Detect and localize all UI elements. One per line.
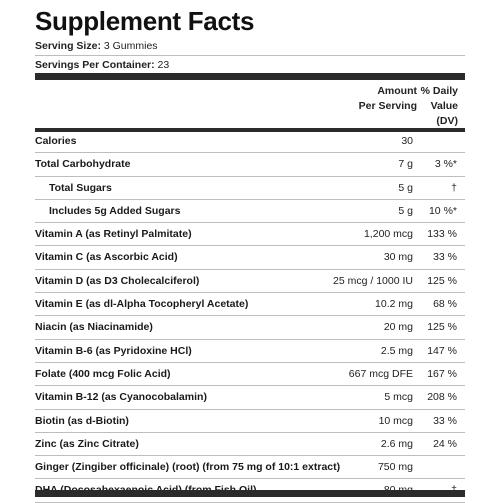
nutrient-name: Vitamin E (as dl-Alpha Tocopheryl Acetat… [35, 298, 249, 311]
nutrient-name: Niacin (as Niacinamide) [35, 321, 153, 334]
dv-header-line: (DV) [436, 115, 458, 127]
amount-header-line: Amount [377, 85, 417, 97]
nutrient-name: Includes 5g Added Sugars [49, 204, 181, 217]
nutrient-amount: 5 mcg [384, 391, 413, 404]
nutrient-daily-value: 147 % [427, 344, 457, 357]
nutrient-amount: 7 g [398, 158, 413, 171]
nutrient-amount: 750 mg [377, 461, 413, 474]
bottom-divider [35, 490, 465, 497]
nutrient-daily-value: 24 % [433, 437, 457, 450]
label-title: Supplement Facts [35, 6, 255, 36]
nutrient-daily-value: 10 %* [428, 204, 457, 217]
nutrient-name: Ginger (Zingiber officinale) (root) (fro… [35, 461, 341, 474]
nutrient-amount: 10 mcg [378, 414, 413, 427]
nutrient-amount: 2.5 mg [380, 344, 413, 357]
amount-per-serving-header: Amount Per Serving [359, 84, 417, 114]
nutrient-row: Vitamin B-12 (as Cyanocobalamin) 5 mcg 208… [35, 386, 465, 410]
nutrient-row: Zinc (as Zinc Citrate) 2.6 mg 24 % [35, 433, 465, 457]
nutrient-amount: 20 mg [383, 321, 413, 334]
nutrient-daily-value: 167 % [427, 367, 457, 380]
serving-size-label: Serving Size: [35, 40, 101, 52]
serving-size-value: 3 Gummies [103, 40, 158, 52]
serving-size: Serving Size: 3 Gummies [35, 40, 158, 52]
nutrient-amount: 667 mcg DFE [348, 367, 413, 380]
nutrient-daily-value: † [451, 181, 457, 194]
nutrient-row: Niacin (as Niacinamide) 20 mg 125 % [35, 316, 465, 340]
amount-header-line: Per Serving [358, 100, 417, 112]
nutrient-row: Vitamin D (as D3 Cholecalciferol) 25 mcg … [35, 270, 465, 294]
nutrient-amount: 30 [401, 135, 413, 147]
nutrient-daily-value: 125 % [427, 321, 457, 334]
nutrient-name: Biotin (as d-Biotin) [35, 414, 129, 427]
nutrient-name: Vitamin B-6 (as Pyridoxine HCl) [35, 344, 192, 357]
nutrient-name: Vitamin D (as D3 Cholecalciferol) [35, 274, 200, 287]
servings-per-container-value: 23 [157, 59, 170, 71]
nutrient-row: Vitamin B-6 (as Pyridoxine HCl) 2.5 mg 147… [35, 340, 465, 363]
daily-value-header: % Daily Value (DV) [421, 84, 458, 129]
nutrient-row: Vitamin E (as dl-Alpha Tocopheryl Acetat… [35, 293, 465, 317]
nutrient-amount: 5 g [398, 181, 413, 194]
header-divider [35, 128, 465, 132]
nutrient-amount: 2.6 mg [380, 437, 413, 450]
nutrient-row: Biotin (as d-Biotin) 10 mcg 33 % [35, 410, 465, 433]
nutrient-amount: 5 g [398, 204, 413, 217]
dv-header-line: % Daily [420, 85, 458, 97]
nutrient-row: Calories 30 [35, 130, 465, 154]
nutrient-row: Total Sugars 5 g † [35, 177, 465, 200]
nutrient-row: Includes 5g Added Sugars 5 g 10 %* [35, 200, 465, 224]
nutrient-name: Vitamin B-12 (as Cyanocobalamin) [35, 391, 207, 404]
nutrient-row: Folate (400 mcg Folic Acid) 667 mcg DFE 16… [35, 363, 465, 387]
nutrient-daily-value: 68 % [433, 298, 457, 311]
nutrient-amount: 10.2 mg [375, 298, 413, 311]
nutrient-name: Folate (400 mcg Folic Acid) [35, 367, 171, 380]
nutrient-name: Total Sugars [49, 181, 112, 194]
nutrient-daily-value: 33 % [433, 414, 457, 427]
servings-per-container: Servings Per Container: 23 [35, 59, 169, 71]
nutrient-name: Total Carbohydrate [35, 158, 131, 171]
nutrient-daily-value: 3 %* [434, 158, 457, 171]
nutrient-amount: 1,200 mcg [363, 228, 413, 241]
nutrient-name: Vitamin C (as Ascorbic Acid) [35, 251, 178, 264]
nutrient-daily-value: 208 % [427, 391, 457, 404]
nutrient-daily-value: 133 % [427, 228, 457, 241]
nutrient-row: Vitamin C (as Ascorbic Acid) 30 mg 33 % [35, 246, 465, 270]
nutrient-amount: 30 mg [383, 251, 413, 264]
nutrient-name: Zinc (as Zinc Citrate) [35, 437, 139, 450]
nutrient-row: Total Carbohydrate 7 g 3 %* [35, 153, 465, 177]
nutrient-row: Vitamin A (as Retinyl Palmitate) 1,200 mc… [35, 223, 465, 247]
nutrient-daily-value: 33 % [433, 251, 457, 264]
nutrient-name: Calories [35, 135, 77, 147]
divider [35, 55, 465, 56]
thick-divider [35, 73, 465, 80]
servings-per-container-label: Servings Per Container: [35, 59, 155, 71]
nutrient-amount: 25 mcg / 1000 IU [333, 274, 413, 287]
nutrient-daily-value: 125 % [427, 274, 457, 287]
nutrient-row: Ginger (Zingiber officinale) (root) (fro… [35, 456, 465, 480]
dv-header-line: Value [430, 100, 458, 112]
nutrient-name: Vitamin A (as Retinyl Palmitate) [35, 228, 192, 241]
